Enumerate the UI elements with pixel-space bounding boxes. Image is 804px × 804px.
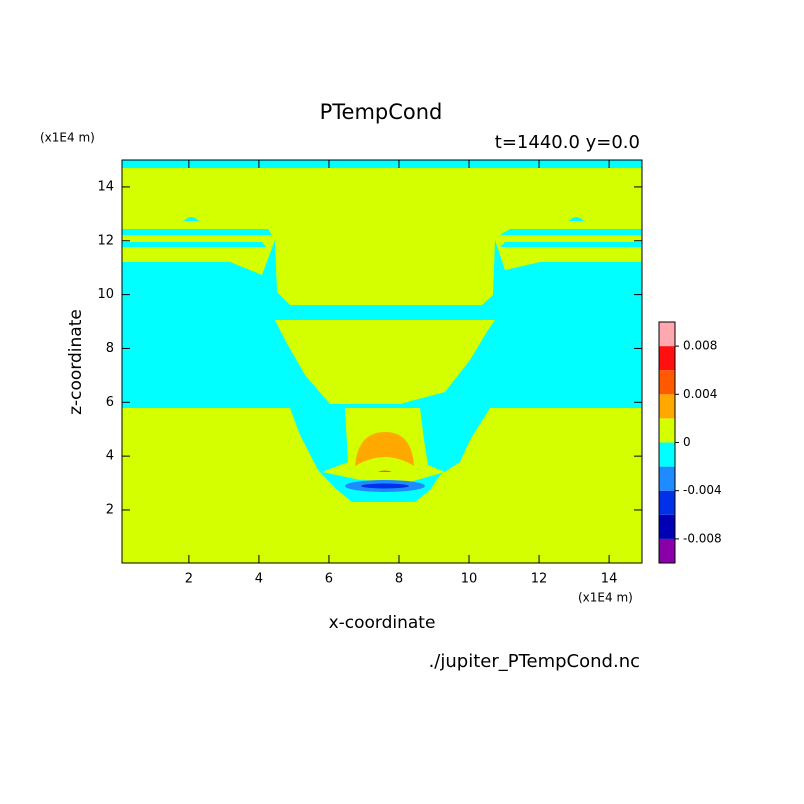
- x-tick-label: 8: [395, 572, 403, 587]
- colorbar-tick-label: -0.004: [683, 483, 722, 497]
- chart-title: PTempCond: [320, 100, 443, 124]
- colorbar-swatch: [659, 442, 675, 467]
- colorbar-tick-label: 0.008: [683, 339, 717, 353]
- y-tick-label: 14: [97, 179, 114, 194]
- contour-region: [122, 242, 266, 247]
- colorbar-swatch: [659, 538, 675, 563]
- y-tick-label: 4: [106, 449, 114, 464]
- contour-region: [500, 229, 642, 235]
- y-tick-label: 6: [106, 395, 114, 410]
- x-tick-label: 12: [531, 572, 548, 587]
- colorbar-swatch: [659, 466, 675, 491]
- y-tick-label: 10: [97, 287, 114, 302]
- chart-subtitle: t=1440.0 y=0.0: [495, 132, 640, 153]
- y-unit: (x1E4 m): [40, 131, 95, 145]
- x-tick-label: 6: [325, 572, 333, 587]
- contour-region: [275, 228, 495, 305]
- plot-frame: [121, 159, 643, 564]
- colorbar-swatch: [659, 394, 675, 419]
- y-axis-label: z-coordinate: [66, 309, 86, 415]
- contour-region: [122, 160, 642, 168]
- contour-region: [500, 242, 642, 247]
- y-tick-label: 12: [97, 233, 114, 248]
- colorbar-tick-label: -0.008: [683, 531, 722, 545]
- colorbar-swatch: [659, 490, 675, 515]
- y-tick-label: 2: [106, 502, 114, 517]
- colorbar-tick-label: 0.004: [683, 387, 717, 401]
- colorbar-swatch: [659, 322, 675, 347]
- contour-region: [122, 229, 272, 235]
- x-axis-label: x-coordinate: [329, 613, 436, 633]
- contour-region: [361, 483, 409, 489]
- x-tick-label: 4: [255, 572, 263, 587]
- colorbar-swatch: [659, 370, 675, 395]
- contour-region: [569, 217, 584, 221]
- x-tick-label: 10: [461, 572, 478, 587]
- colorbar-swatch: [659, 514, 675, 539]
- x-tick-label: 14: [601, 572, 618, 587]
- contour-region: [355, 432, 414, 466]
- x-unit: (x1E4 m): [578, 591, 633, 605]
- source-label: ./jupiter_PTempCond.nc: [429, 651, 640, 672]
- x-tick-label: 2: [185, 572, 193, 587]
- y-tick-label: 8: [106, 341, 114, 356]
- colorbar-swatch: [659, 346, 675, 371]
- colorbar-tick-label: 0: [683, 435, 691, 449]
- contour-region: [184, 217, 199, 221]
- colorbar-swatch: [659, 418, 675, 443]
- contour-region: [275, 320, 495, 404]
- contour-region: [378, 470, 392, 472]
